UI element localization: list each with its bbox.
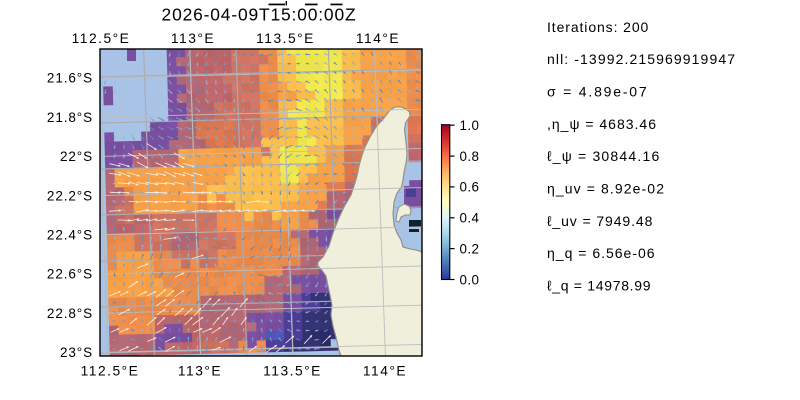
svg-text:1.0: 1.0	[460, 118, 480, 133]
svg-text:22°S: 22°S	[60, 149, 93, 164]
svg-text:ℓ_uv = 7949.48: ℓ_uv = 7949.48	[547, 213, 653, 229]
svg-text:σ = 4.89e-07: σ = 4.89e-07	[547, 84, 648, 100]
svg-text:ℓ_q = 14978.99: ℓ_q = 14978.99	[547, 278, 651, 294]
svg-text:Iterations: 200: Iterations: 200	[547, 19, 649, 35]
svg-text:22.2°S: 22.2°S	[47, 188, 93, 203]
svg-text:0.2: 0.2	[460, 241, 480, 256]
svg-text:113.5°E: 113.5°E	[263, 364, 322, 379]
svg-text:112.5°E: 112.5°E	[81, 364, 140, 379]
svg-text:113.5°E: 113.5°E	[256, 31, 315, 46]
svg-text:114°E: 114°E	[363, 364, 407, 379]
svg-text:,η_ψ = 4683.46: ,η_ψ = 4683.46	[547, 116, 657, 132]
svg-text:0.4: 0.4	[460, 211, 480, 226]
svg-text:22.4°S: 22.4°S	[47, 228, 93, 243]
svg-text:22.8°S: 22.8°S	[47, 306, 93, 321]
svg-text:2026-04-09T15:00:00Z: 2026-04-09T15:00:00Z	[162, 5, 357, 25]
svg-text:nll: -13992.215969919947: nll: -13992.215969919947	[547, 51, 736, 67]
svg-text:η_q = 6.56e-06: η_q = 6.56e-06	[547, 245, 656, 261]
svg-text:113°E: 113°E	[178, 364, 222, 379]
svg-text:23°S: 23°S	[60, 345, 93, 360]
svg-text:0.8: 0.8	[460, 149, 480, 164]
svg-text:η_uv = 8.92e-02: η_uv = 8.92e-02	[547, 181, 665, 197]
svg-text:21.8°S: 21.8°S	[47, 110, 93, 125]
svg-text:ℓ_ψ = 30844.16: ℓ_ψ = 30844.16	[547, 148, 660, 164]
svg-text:21.6°S: 21.6°S	[47, 71, 93, 86]
svg-text:113°E: 113°E	[171, 31, 215, 46]
svg-text:0.6: 0.6	[460, 180, 480, 195]
svg-text:22.6°S: 22.6°S	[47, 267, 93, 282]
svg-text:112.5°E: 112.5°E	[72, 31, 131, 46]
svg-text:0.0: 0.0	[460, 272, 480, 287]
svg-text:114°E: 114°E	[356, 31, 400, 46]
